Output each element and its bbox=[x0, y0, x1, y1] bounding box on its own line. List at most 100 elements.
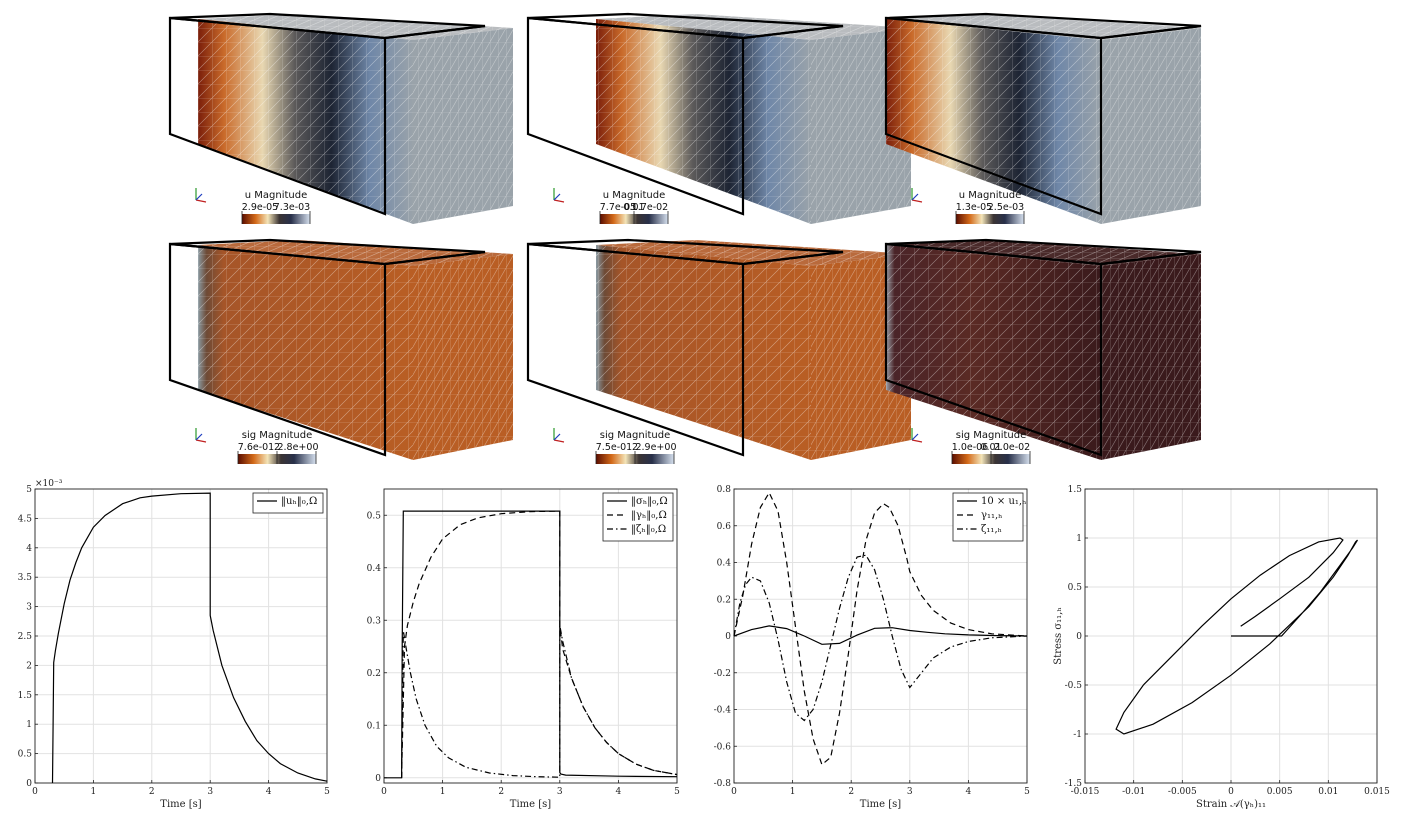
y-tick-label: 1 bbox=[26, 720, 32, 730]
series-line-2 bbox=[401, 510, 678, 778]
series-line-3 bbox=[401, 625, 678, 778]
x-tick-label: 2 bbox=[848, 787, 854, 797]
mesh-panel-2 bbox=[526, 12, 911, 224]
axes-triad-icon bbox=[195, 188, 207, 203]
y-tick-label: 1 bbox=[1076, 534, 1082, 544]
axes-triad-icon bbox=[553, 188, 565, 203]
y-tick-label: 3 bbox=[26, 603, 32, 613]
y-tick-label: 2.5 bbox=[18, 632, 33, 642]
colorbar-tick-label: 2 bbox=[274, 442, 280, 453]
axis-x-icon bbox=[195, 439, 207, 443]
axis-z-icon bbox=[911, 193, 919, 201]
legend-label: ζ₁₁,ₕ bbox=[981, 524, 1002, 535]
mesh-panel-6 bbox=[884, 238, 1202, 460]
legend-label: ‖σₕ‖₀,Ω bbox=[631, 496, 668, 507]
colorbar-tick-label: 7.7e-05 bbox=[600, 202, 636, 213]
x-tick-label: -0.01 bbox=[1122, 787, 1145, 797]
y-tick-label: 0.4 bbox=[367, 564, 382, 574]
colorbar-tick-label: 1.0e-06 bbox=[952, 442, 988, 453]
plot-frame bbox=[383, 488, 678, 784]
reference-outline-front bbox=[884, 242, 1103, 457]
reference-outline-front bbox=[884, 16, 1103, 216]
box-top-mesh bbox=[886, 240, 1201, 266]
y-tick-label: -0.4 bbox=[714, 706, 732, 716]
x-tick-label: 1 bbox=[91, 787, 97, 797]
colorbar-ramp bbox=[956, 214, 1024, 224]
mesh-panel-3 bbox=[884, 12, 1202, 224]
reference-outline-front bbox=[168, 242, 387, 457]
reference-outline-edge bbox=[384, 250, 486, 266]
x-tick-label: 3 bbox=[557, 787, 563, 797]
x-axis-label: Time [s] bbox=[860, 799, 901, 810]
x-tick-label: 1 bbox=[790, 787, 796, 797]
y-tick-label: -0.8 bbox=[714, 779, 732, 789]
x-tick-label: 5 bbox=[1024, 787, 1030, 797]
x-tick-label: 1 bbox=[440, 787, 446, 797]
reference-outline-front bbox=[526, 242, 745, 457]
chart-2: 0 1 2 3 4 5 0 0.1 0.2 0.3 0.4 0.5 Time [s] ‖σₕ‖₀,Ω ‖γₕ… bbox=[367, 488, 680, 810]
colorbar-ramp bbox=[242, 214, 310, 224]
x-tick-label: 0 bbox=[731, 787, 737, 797]
reference-outline-edge bbox=[742, 250, 844, 266]
axis-x-icon bbox=[911, 199, 923, 203]
x-tick-label: 4 bbox=[966, 787, 972, 797]
x-tick-label: 0 bbox=[1228, 787, 1234, 797]
colorbar-tick-label: 7.5e-01 bbox=[596, 442, 632, 453]
legend-label: 10 × u₁,ₕ bbox=[981, 496, 1026, 507]
legend-box bbox=[252, 492, 324, 514]
x-axis-label: Time [s] bbox=[510, 799, 551, 810]
y-axis-label: Stress σ₁₁,ₕ bbox=[1053, 607, 1064, 664]
box-front-mesh bbox=[596, 245, 811, 460]
x-tick-label: 0.01 bbox=[1318, 787, 1338, 797]
colorbar-tick-label: 0.01 bbox=[623, 202, 644, 213]
x-tick-label: 5 bbox=[324, 787, 330, 797]
y-tick-label: 0.5 bbox=[1068, 583, 1083, 593]
box-side-mesh bbox=[413, 254, 513, 460]
colorbar-tick-label: 2.8e+00 bbox=[277, 442, 318, 453]
y-tick-label: 0 bbox=[1076, 632, 1082, 642]
axis-x-icon bbox=[553, 439, 565, 443]
y-tick-label: 0.4 bbox=[717, 559, 732, 569]
axes-triad-icon bbox=[195, 428, 207, 443]
y-tick-label: 2 bbox=[26, 661, 32, 671]
x-tick-label: 4 bbox=[266, 787, 272, 797]
y-tick-label: -1.5 bbox=[1065, 779, 1083, 789]
y-tick-label: 4.5 bbox=[18, 514, 33, 524]
legend: 10 × u₁,ₕ γ₁₁,ₕ ζ₁₁,ₕ bbox=[952, 492, 1026, 542]
y-exponent-label: ×10⁻³ bbox=[35, 479, 63, 489]
x-axis-label: Time [s] bbox=[160, 799, 201, 810]
box-side-mesh bbox=[1101, 254, 1201, 460]
colorbar-tick-label: 2.9e+00 bbox=[635, 442, 676, 453]
axes-triad-icon bbox=[911, 428, 923, 443]
y-tick-label: 1.5 bbox=[1068, 485, 1083, 495]
series-line-1 bbox=[51, 492, 328, 784]
y-tick-label: 0.6 bbox=[717, 522, 732, 532]
x-tick-label: -0.015 bbox=[1071, 787, 1100, 797]
y-tick-label: -0.6 bbox=[714, 742, 732, 752]
x-tick-label: 0 bbox=[381, 787, 387, 797]
axis-z-icon bbox=[553, 193, 561, 201]
box-front-mesh bbox=[198, 245, 413, 460]
axes-triad-icon bbox=[553, 428, 565, 443]
x-tick-label: 3 bbox=[207, 787, 213, 797]
legend: ‖σₕ‖₀,Ω ‖γₕ‖₀,Ω ‖ζₕ‖₀,Ω bbox=[602, 492, 674, 542]
x-axis-label: Strain 𝒜(γₕ)₁₁ bbox=[1196, 799, 1266, 810]
colorbar-title: u Magnitude bbox=[603, 190, 666, 201]
colorbar-tick-label: 0.01 bbox=[980, 442, 1001, 453]
x-tick-label: 4 bbox=[616, 787, 622, 797]
colorbar-tick-label: 7.3e-03 bbox=[274, 202, 310, 213]
x-tick-label: 0 bbox=[32, 787, 38, 797]
reference-outline-edge bbox=[1100, 24, 1202, 40]
y-tick-label: 0.2 bbox=[717, 595, 731, 605]
y-tick-label: 1.5 bbox=[18, 691, 33, 701]
chart-3: 0 1 2 3 4 5 -0.8 -0.6 -0.4 -0.2 0 0.2 0.4 0.6 0.8 Time … bbox=[714, 485, 1030, 810]
box-top-mesh bbox=[198, 14, 513, 40]
x-tick-label: -0.005 bbox=[1168, 787, 1197, 797]
mesh-panel-1 bbox=[168, 12, 513, 224]
x-tick-label: 2 bbox=[149, 787, 155, 797]
